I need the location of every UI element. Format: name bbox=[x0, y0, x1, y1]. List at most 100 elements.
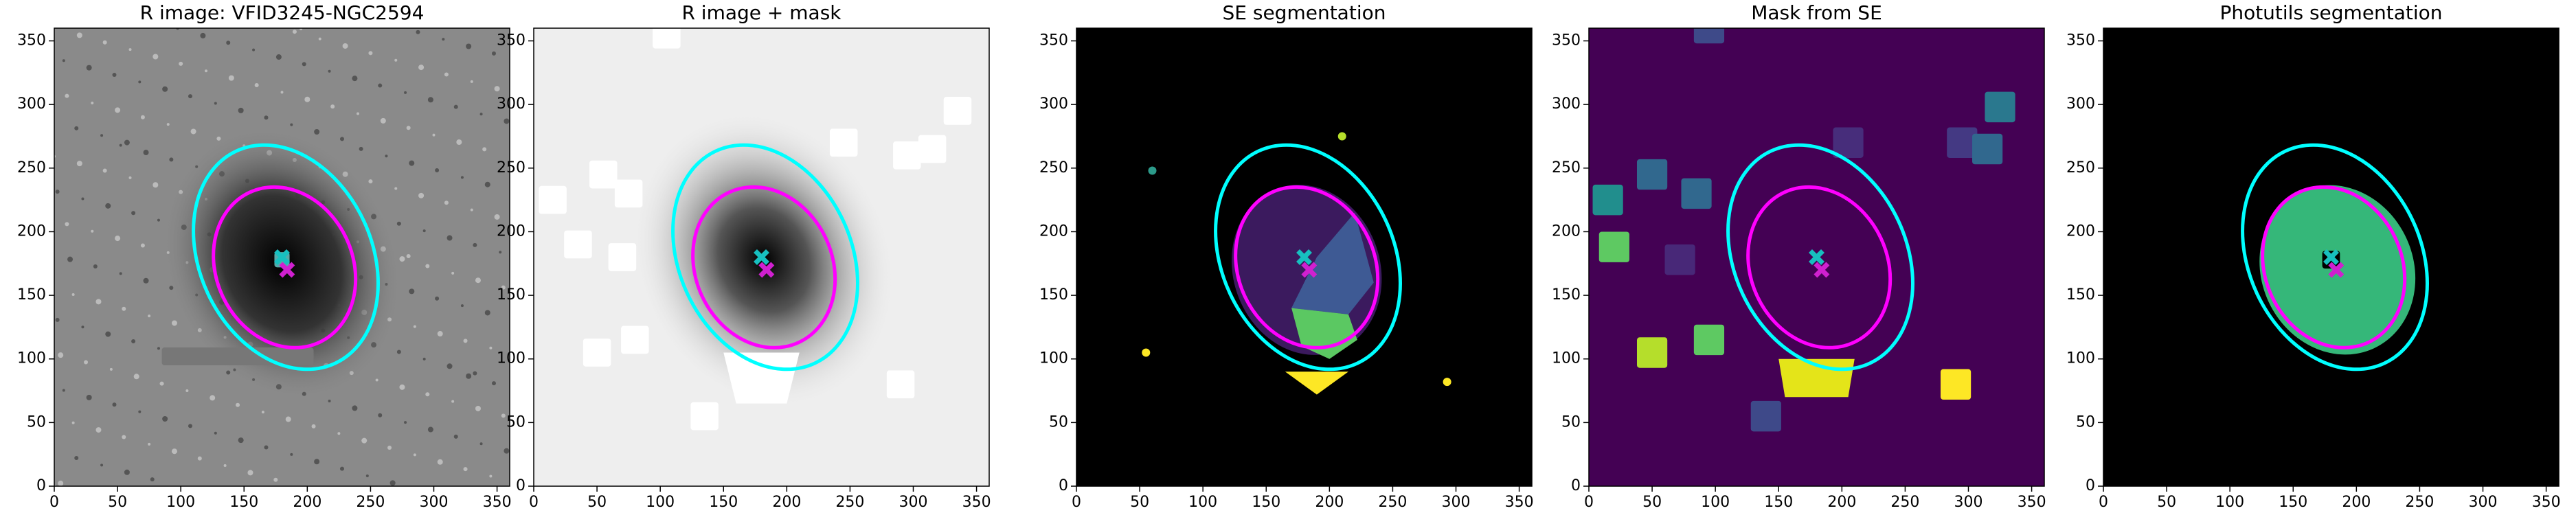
noise bbox=[357, 112, 359, 115]
noise bbox=[128, 176, 132, 179]
noise bbox=[280, 91, 284, 94]
noise bbox=[314, 459, 320, 465]
magenta-ellipse bbox=[1234, 185, 1380, 350]
noise bbox=[148, 314, 151, 318]
noise bbox=[62, 389, 65, 392]
noise bbox=[435, 296, 440, 301]
noise bbox=[58, 480, 64, 486]
noise bbox=[413, 325, 416, 328]
center-marker bbox=[1809, 249, 1824, 265]
noise bbox=[190, 128, 196, 135]
noise bbox=[74, 126, 79, 130]
noise bbox=[359, 146, 363, 151]
noise bbox=[380, 117, 386, 124]
segment bbox=[1148, 166, 1157, 175]
noise bbox=[131, 339, 136, 343]
image bbox=[2103, 28, 2559, 486]
y-tick-label: 50 bbox=[506, 413, 526, 431]
x-tick-label: 150 bbox=[709, 494, 738, 511]
y-tick-label: 150 bbox=[2066, 286, 2095, 304]
x-tick-label: 0 bbox=[49, 494, 59, 511]
center-marker bbox=[758, 262, 775, 278]
noise bbox=[427, 97, 433, 103]
x-tick-label: 350 bbox=[483, 494, 512, 511]
x-tick-label: 350 bbox=[1505, 494, 1534, 511]
noise bbox=[100, 134, 104, 137]
x-tick-label: 100 bbox=[2215, 494, 2244, 511]
noise bbox=[470, 80, 473, 83]
x-tick-label: 50 bbox=[587, 494, 607, 511]
noise bbox=[300, 28, 303, 31]
noise bbox=[432, 133, 436, 137]
x-tick-label: 0 bbox=[1584, 494, 1594, 511]
segment bbox=[1443, 378, 1451, 387]
center-marker bbox=[754, 249, 769, 265]
image-feature bbox=[1636, 337, 1668, 368]
axes-frame bbox=[533, 27, 990, 487]
noise bbox=[494, 214, 500, 220]
x-tick-label: 50 bbox=[108, 494, 127, 511]
image bbox=[54, 28, 510, 486]
noise bbox=[409, 160, 415, 166]
noise bbox=[58, 352, 64, 358]
noise bbox=[473, 371, 477, 376]
noise bbox=[435, 168, 440, 172]
noise bbox=[112, 402, 117, 407]
noise bbox=[489, 474, 493, 478]
y-tick-label: 0 bbox=[516, 477, 526, 494]
panel: SE segmentation 0 50 100 150 200 250 300 350 0 50 1… bbox=[1039, 1, 1534, 511]
noise bbox=[290, 453, 293, 456]
noise bbox=[501, 413, 506, 418]
noise bbox=[385, 154, 388, 158]
noise bbox=[152, 182, 159, 188]
image-feature bbox=[564, 230, 592, 259]
image-feature bbox=[1947, 127, 1978, 158]
x-tick-label: 350 bbox=[2018, 494, 2046, 511]
noise bbox=[157, 218, 160, 222]
noise bbox=[437, 331, 443, 337]
y-tick-label: 0 bbox=[2086, 477, 2095, 494]
noise bbox=[84, 360, 89, 365]
noise bbox=[140, 115, 145, 119]
noise bbox=[81, 325, 84, 329]
noise bbox=[122, 435, 126, 439]
y-tick-label: 100 bbox=[1039, 350, 1068, 367]
axes-frame bbox=[1076, 27, 1533, 487]
noise bbox=[416, 30, 420, 34]
noise bbox=[159, 381, 164, 386]
y-tick-label: 150 bbox=[1039, 286, 1068, 304]
noise bbox=[109, 367, 113, 371]
x-tick-label: 300 bbox=[899, 494, 928, 511]
noise bbox=[404, 421, 407, 424]
magenta-ellipse bbox=[691, 185, 837, 350]
y-tick-label: 350 bbox=[17, 32, 46, 49]
noise bbox=[226, 41, 231, 45]
noise bbox=[399, 256, 405, 262]
x-tick-label: 50 bbox=[1642, 494, 1662, 511]
panel-title: Mask from SE bbox=[1751, 1, 1882, 24]
y-tick-label: 350 bbox=[1552, 32, 1581, 49]
noise bbox=[105, 331, 111, 337]
noise bbox=[93, 264, 98, 269]
noise bbox=[456, 139, 462, 146]
y-tick-label: 300 bbox=[497, 95, 526, 113]
y-tick-label: 250 bbox=[1039, 159, 1068, 176]
x-tick-label: 250 bbox=[1378, 494, 1407, 511]
noise bbox=[479, 113, 483, 116]
y-tick-label: 50 bbox=[1561, 413, 1581, 431]
noise bbox=[413, 453, 416, 457]
noise bbox=[444, 72, 449, 77]
y-tick-label: 250 bbox=[17, 159, 46, 176]
noise bbox=[394, 187, 398, 190]
noise bbox=[74, 456, 79, 461]
noise bbox=[453, 434, 458, 439]
noise bbox=[304, 96, 310, 102]
noise bbox=[95, 299, 102, 305]
y-tick-label: 200 bbox=[1552, 222, 1581, 240]
x-tick-label: 100 bbox=[166, 494, 195, 511]
noise bbox=[102, 40, 107, 45]
noise bbox=[387, 446, 392, 450]
noise bbox=[140, 243, 145, 248]
y-tick-label: 200 bbox=[2066, 222, 2095, 240]
